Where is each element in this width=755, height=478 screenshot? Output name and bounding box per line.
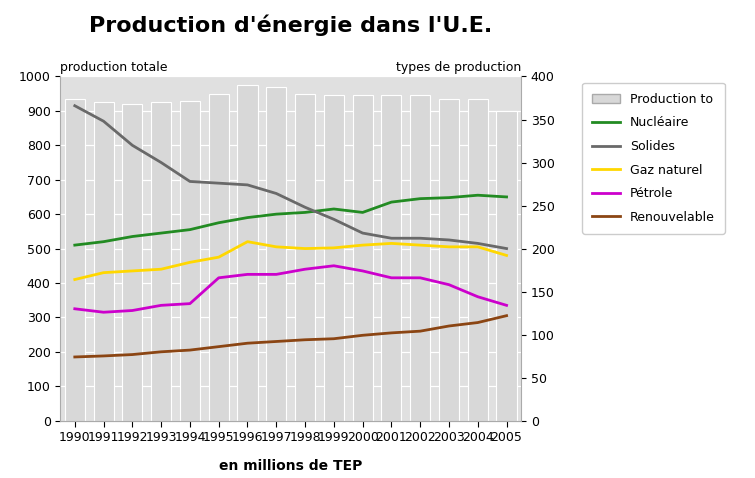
Bar	[180, 100, 200, 421]
Bar	[151, 102, 171, 421]
Text: Production d'énergie dans l'U.E.: Production d'énergie dans l'U.E.	[89, 14, 492, 36]
Bar	[353, 96, 373, 421]
Bar	[208, 94, 229, 421]
Bar	[94, 102, 114, 421]
Text: types de production: types de production	[396, 61, 521, 74]
Text: en millions de TEP: en millions de TEP	[219, 459, 362, 473]
Text: production totale: production totale	[60, 61, 168, 74]
Bar	[381, 96, 402, 421]
Bar	[295, 94, 315, 421]
Bar	[237, 85, 257, 421]
Bar	[497, 111, 516, 421]
Bar	[65, 99, 85, 421]
Bar	[324, 96, 344, 421]
Bar	[267, 87, 286, 421]
Bar	[122, 104, 143, 421]
Legend: Production to, Nucléaire, Solides, Gaz naturel, Pétrole, Renouvelable: Production to, Nucléaire, Solides, Gaz n…	[582, 83, 725, 234]
Bar	[410, 96, 430, 421]
Bar	[467, 99, 488, 421]
Bar	[439, 99, 459, 421]
